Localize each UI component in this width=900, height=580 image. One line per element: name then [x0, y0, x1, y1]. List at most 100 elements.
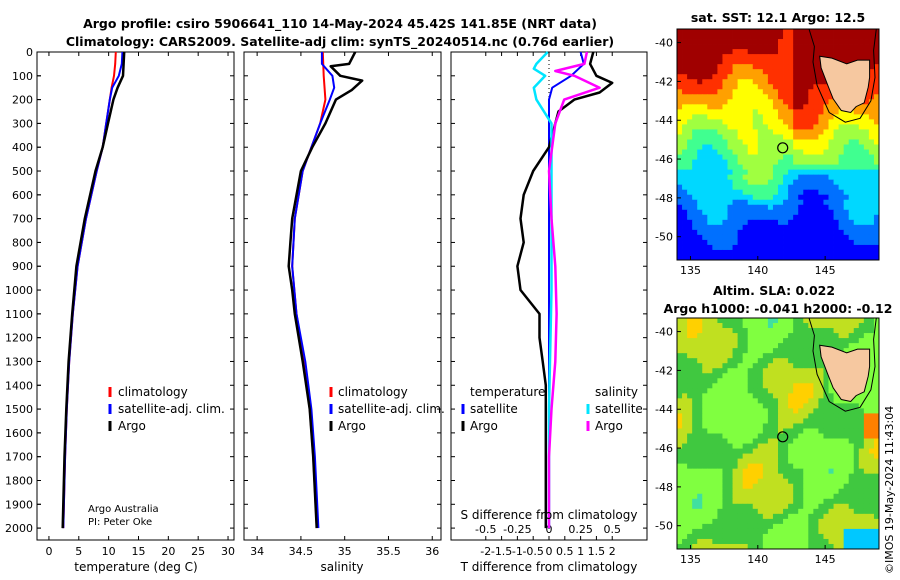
map-cell [788, 363, 794, 369]
map-cell [682, 74, 688, 80]
map-cell [788, 129, 794, 135]
map-cell [692, 328, 698, 334]
map-cell [707, 194, 713, 201]
map-cell [783, 418, 789, 424]
map-cell [873, 343, 880, 349]
map-cell [813, 89, 819, 95]
map-cell [803, 318, 809, 324]
map-cell [762, 39, 769, 45]
map-cell [717, 209, 723, 216]
map-cell [742, 418, 749, 424]
map-cell [767, 149, 774, 155]
lon-tick-label: 140 [747, 553, 768, 566]
map-cell [747, 468, 754, 475]
map-cell [813, 159, 819, 165]
map-cell [687, 443, 693, 449]
map-cell [772, 234, 779, 241]
depth-tick-label: 2000 [5, 522, 33, 535]
map-cell [747, 513, 754, 520]
map-cell [727, 338, 733, 344]
map-cell [808, 114, 814, 120]
map-cell [742, 104, 749, 110]
map-cell [818, 224, 824, 231]
map-cell [722, 169, 728, 176]
map-cell [682, 408, 688, 414]
map-cell [843, 189, 850, 196]
map-cell [783, 513, 789, 520]
map-cell [752, 323, 759, 329]
map-cell [737, 453, 744, 460]
map-cell [798, 483, 804, 490]
map-cell [803, 184, 809, 191]
map-cell [863, 488, 870, 495]
map-cell [818, 254, 824, 261]
map-cell [858, 333, 865, 339]
map-cell [778, 59, 784, 65]
map-cell [752, 358, 759, 364]
map-cell [783, 209, 789, 216]
map-cell [757, 518, 764, 525]
map-cell [737, 318, 744, 324]
map-cell [687, 353, 693, 359]
map-cell [767, 64, 774, 70]
map-cell [788, 199, 794, 206]
map-cell [868, 453, 875, 460]
map-cell [707, 518, 713, 525]
map-cell [757, 164, 764, 171]
lat-tick-label: -46 [655, 442, 673, 455]
map-cell [747, 328, 754, 334]
map-cell [692, 393, 698, 399]
map-cell [793, 99, 799, 105]
map-cell [692, 234, 698, 241]
map-cell [848, 488, 855, 495]
map-cell [762, 209, 769, 216]
map-cell [737, 244, 744, 251]
map-cell [697, 89, 703, 95]
map-cell [783, 323, 789, 329]
map-cell [742, 89, 749, 95]
map-cell [848, 328, 855, 334]
map-cell [742, 513, 749, 520]
map-cell [873, 104, 880, 110]
salinity-legend: climatology satellite-adj. clim. Argo [329, 385, 445, 433]
map-cell [772, 518, 779, 525]
map-cell [808, 79, 814, 85]
map-cell [737, 328, 744, 334]
map-cell [793, 473, 799, 480]
map-cell [717, 518, 723, 525]
map-cell [803, 393, 809, 399]
map-cell [783, 398, 789, 404]
map-cell [798, 523, 804, 530]
map-cell [788, 204, 794, 211]
map-cell [742, 373, 749, 379]
map-cell [767, 224, 774, 231]
map-cell [863, 338, 870, 344]
map-cell [803, 229, 809, 236]
map-cell [767, 129, 774, 135]
map-cell [793, 44, 799, 50]
map-cell [803, 164, 809, 171]
map-cell [823, 393, 829, 399]
depth-tick-label: 1300 [5, 355, 33, 368]
map-cell [677, 164, 683, 171]
map-cell [873, 154, 880, 160]
map-cell [793, 164, 799, 171]
map-cell [717, 194, 723, 201]
map-cell [702, 94, 708, 100]
map-cell [808, 94, 814, 100]
map-cell [833, 124, 839, 130]
map-cell [712, 149, 718, 155]
map-cell [833, 323, 839, 329]
map-cell [767, 164, 774, 171]
map-cell [682, 199, 688, 206]
map-cell [808, 49, 814, 55]
map-cell [687, 478, 693, 485]
map-cell [868, 338, 875, 344]
map-cell [722, 483, 728, 490]
map-cell [697, 433, 703, 439]
map-cell [687, 139, 693, 145]
map-cell [772, 109, 779, 115]
map-cell [702, 104, 708, 110]
map-cell [692, 179, 698, 186]
map-cell [853, 333, 860, 339]
